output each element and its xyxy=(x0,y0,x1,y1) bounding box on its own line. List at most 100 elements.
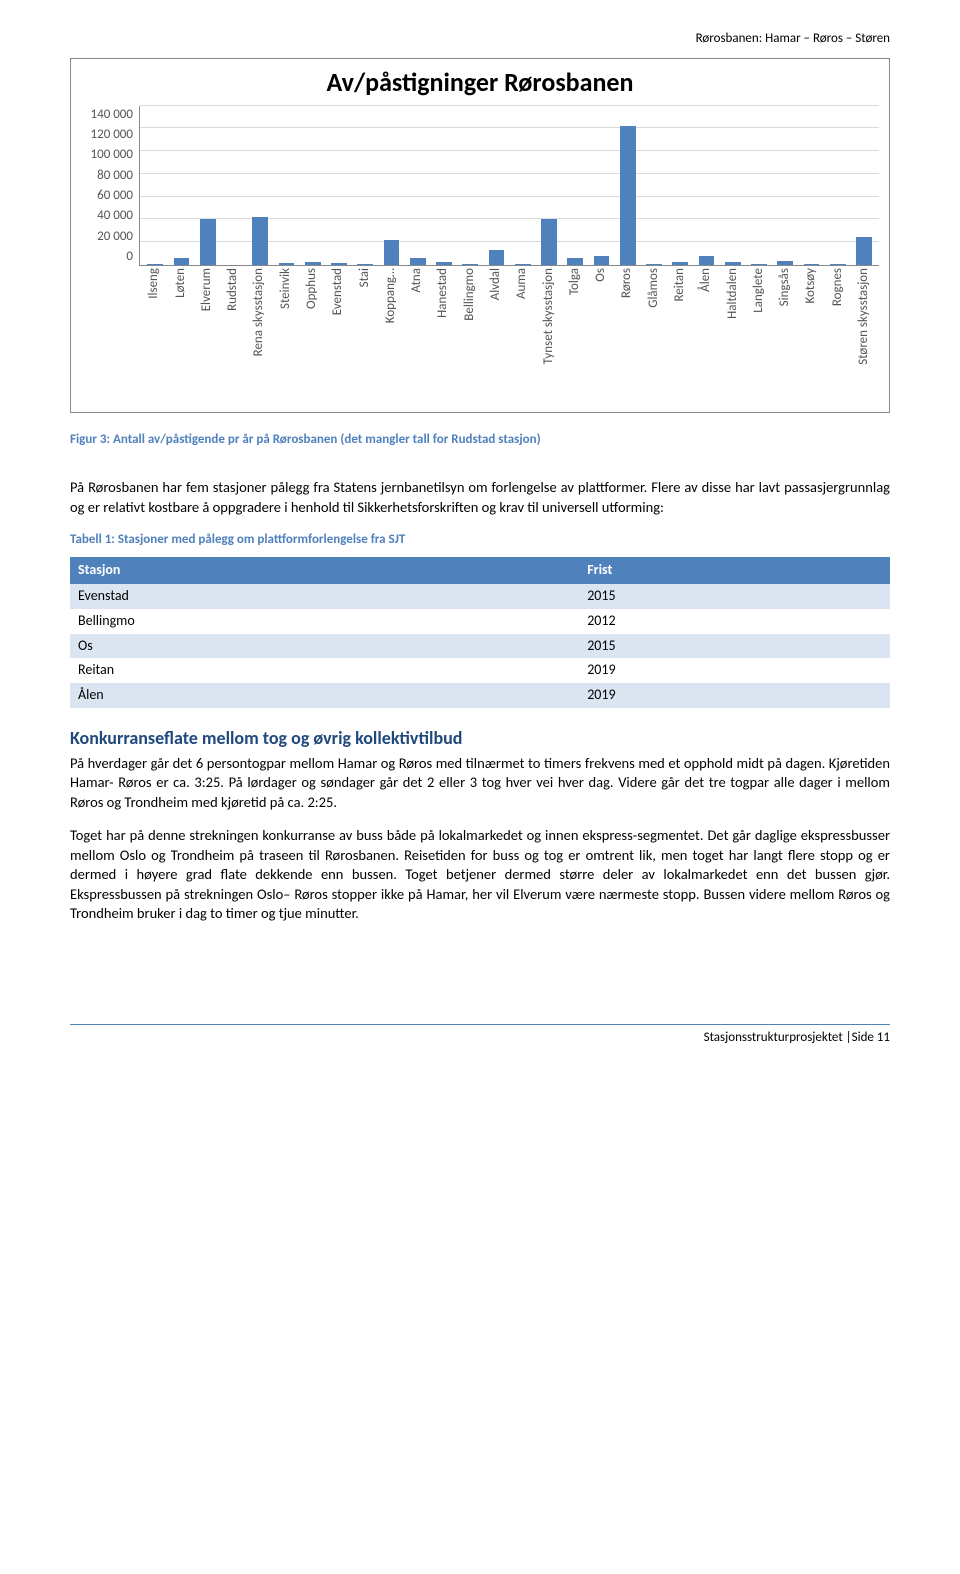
chart-x-label: Rena skysstasjon xyxy=(246,268,272,365)
chart-bar-slot xyxy=(667,106,693,265)
chart-bar-slot xyxy=(221,106,247,265)
chart-x-label: Tolga xyxy=(562,268,588,365)
chart-x-label: Stai xyxy=(351,268,377,365)
chart-plot: 140 000 120 000 100 000 80 000 60 000 40 000 2… xyxy=(81,106,879,406)
chart-y-tick: 120 000 xyxy=(91,126,133,144)
chart-bar-slot xyxy=(247,106,273,265)
chart-bar xyxy=(384,240,400,265)
chart-bar xyxy=(436,262,452,264)
chart-bar xyxy=(699,256,715,265)
chart-bar xyxy=(200,219,216,264)
table-cell: Os xyxy=(70,634,579,659)
chart-bar-slot xyxy=(588,106,614,265)
chart-bar xyxy=(725,262,741,264)
chart-bar xyxy=(489,250,505,265)
table-caption: Tabell 1: Stasjoner med pålegg om plattf… xyxy=(70,531,890,549)
chart-bar-slot xyxy=(536,106,562,265)
chart-bar-slot xyxy=(510,106,536,265)
chart-bar xyxy=(751,264,767,265)
intro-paragraph: På Rørosbanen har fem stasjoner pålegg f… xyxy=(70,478,890,517)
body-paragraph-3: Toget har på denne strekningen konkurran… xyxy=(70,826,890,924)
table-cell: Evenstad xyxy=(70,584,579,609)
chart-plot-area: IlsengLøtenElverumRudstadRena skysstasjo… xyxy=(139,106,879,406)
chart-x-label: Evenstad xyxy=(325,268,351,365)
chart-bar-slot xyxy=(562,106,588,265)
chart-bar-slot xyxy=(378,106,404,265)
chart-bar-slot xyxy=(300,106,326,265)
chart-y-tick: 80 000 xyxy=(97,167,133,185)
chart-x-label: Tynset skysstasjon xyxy=(535,268,561,365)
chart-x-label: Alvdal xyxy=(483,268,509,365)
chart-x-label: Hanestad xyxy=(430,268,456,365)
chart-bar xyxy=(830,264,846,265)
chart-x-label: Røros xyxy=(614,268,640,365)
table-cell: 2015 xyxy=(579,584,890,609)
chart-bar-slot xyxy=(405,106,431,265)
table-header-cell: Frist xyxy=(579,557,890,584)
chart-bar xyxy=(279,263,295,265)
chart-x-label: Atna xyxy=(404,268,430,365)
body-paragraph-2: På hverdager går det 6 persontogpar mell… xyxy=(70,754,890,813)
chart-y-tick: 20 000 xyxy=(97,228,133,246)
table-row: Reitan2019 xyxy=(70,658,890,683)
chart-x-label: Elverum xyxy=(194,268,220,365)
chart-y-axis: 140 000 120 000 100 000 80 000 60 000 40 000 2… xyxy=(81,106,139,266)
chart-x-label: Koppang… xyxy=(378,268,404,365)
chart-bar xyxy=(515,264,531,265)
chart-bar-slot xyxy=(851,106,877,265)
figure-caption: Figur 3: Antall av/påstigende pr år på R… xyxy=(70,431,890,449)
chart-bar xyxy=(672,262,688,264)
chart-x-label: Steinvik xyxy=(272,268,298,365)
chart-container: Av/påstigninger Rørosbanen 140 000 120 00… xyxy=(70,58,890,413)
chart-bar-slot xyxy=(168,106,194,265)
chart-x-label: Bellingmo xyxy=(456,268,482,365)
chart-bar xyxy=(646,264,662,265)
chart-x-label: Glåmos xyxy=(640,268,666,365)
chart-bar-slot xyxy=(746,106,772,265)
chart-bar xyxy=(174,258,190,265)
table-cell: Ålen xyxy=(70,683,579,708)
chart-x-label: Ålen xyxy=(693,268,719,365)
chart-x-label: Auma xyxy=(509,268,535,365)
chart-bar-slot xyxy=(825,106,851,265)
chart-bar xyxy=(462,264,478,265)
chart-bar xyxy=(541,219,557,264)
chart-x-label: Løten xyxy=(167,268,193,365)
page-footer: Stasjonsstrukturprosjektet |Side 11 xyxy=(70,1024,890,1047)
chart-x-label: Støren skysstasjon xyxy=(851,268,877,365)
chart-x-label: Rudstad xyxy=(220,268,246,365)
table-cell: 2019 xyxy=(579,683,890,708)
chart-title: Av/påstigninger Rørosbanen xyxy=(81,65,879,100)
chart-x-label: Langlete xyxy=(745,268,771,365)
chart-y-tick: 40 000 xyxy=(97,207,133,225)
chart-y-tick: 60 000 xyxy=(97,187,133,205)
chart-bar-slot xyxy=(615,106,641,265)
chart-bar xyxy=(305,262,321,265)
page-header-right: Rørosbanen: Hamar – Røros – Støren xyxy=(70,30,890,48)
chart-bar-slot xyxy=(273,106,299,265)
chart-x-label: Reitan xyxy=(667,268,693,365)
chart-bar-slot xyxy=(352,106,378,265)
chart-bars-region xyxy=(139,106,879,266)
table-cell: 2015 xyxy=(579,634,890,659)
chart-bar-slot xyxy=(195,106,221,265)
chart-y-tick: 140 000 xyxy=(91,106,133,124)
chart-bar-slot xyxy=(641,106,667,265)
chart-bar-slot xyxy=(693,106,719,265)
chart-y-tick: 0 xyxy=(126,248,133,266)
chart-x-label: Os xyxy=(588,268,614,365)
chart-bar xyxy=(620,126,636,265)
chart-bar xyxy=(410,258,426,265)
chart-bar xyxy=(856,237,872,264)
section-heading: Konkurranseflate mellom tog og øvrig kol… xyxy=(70,726,890,750)
chart-x-label: Rognes xyxy=(824,268,850,365)
chart-bar-slot xyxy=(798,106,824,265)
chart-bar xyxy=(252,217,268,265)
chart-y-tick: 100 000 xyxy=(91,146,133,164)
chart-x-labels: IlsengLøtenElverumRudstadRena skysstasjo… xyxy=(139,268,879,365)
chart-x-label: Singsås xyxy=(772,268,798,365)
stations-table: StasjonFristEvenstad2015Bellingmo2012Os2… xyxy=(70,557,890,708)
chart-bar-slot xyxy=(431,106,457,265)
table-cell: 2012 xyxy=(579,609,890,634)
chart-bar xyxy=(357,264,373,265)
